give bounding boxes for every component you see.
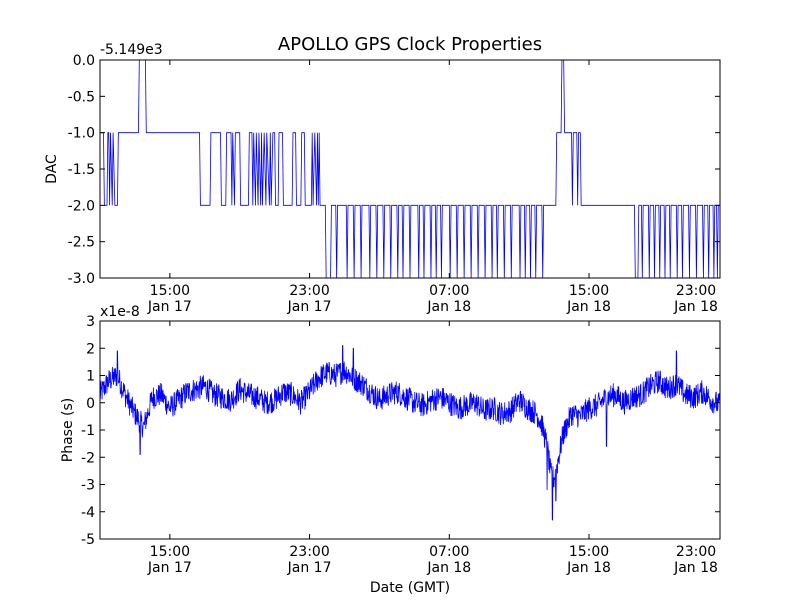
dac-y-label: DAC: [44, 154, 60, 184]
y-tick-label: -1.0: [68, 126, 95, 142]
x-tick-label-time: 23:00: [289, 283, 329, 299]
y-tick-label: -2: [81, 450, 95, 466]
x-tick-label-time: 07:00: [429, 283, 469, 299]
x-tick-label-date: Jan 18: [673, 299, 718, 315]
x-tick-label-date: Jan 17: [287, 299, 332, 315]
y-tick-label: -2.0: [68, 198, 95, 214]
dac-offset-text: -5.149e3: [100, 42, 163, 58]
dac-y-ticks: 0.0 -0.5 -1.0 -1.5 -2.0 -2.5 -3.0: [68, 53, 720, 287]
x-tick-label-date: Jan 17: [147, 560, 192, 576]
y-tick-label: 1: [86, 369, 95, 385]
x-tick-label-time: 15:00: [150, 283, 190, 299]
y-tick-label: -1.5: [68, 162, 95, 178]
x-tick-label-time: 15:00: [569, 544, 609, 560]
x-tick-label-date: Jan 17: [147, 299, 192, 315]
phase-offset-text: x1e-8: [100, 304, 140, 320]
x-tick-label-time: 23:00: [676, 283, 716, 299]
phase-x-label: Date (GMT): [370, 580, 450, 596]
x-tick-label-time: 23:00: [676, 544, 716, 560]
y-tick-label: -0.5: [68, 89, 95, 105]
phase-y-label: Phase (s): [60, 398, 76, 462]
y-tick-label: -5: [81, 532, 95, 548]
y-tick-label: -3: [81, 478, 95, 494]
y-tick-label: -2.5: [68, 235, 95, 251]
x-tick-label-date: Jan 18: [426, 560, 471, 576]
x-tick-label-time: 15:00: [150, 544, 190, 560]
x-tick-label-date: Jan 17: [287, 560, 332, 576]
y-tick-label: -3.0: [68, 271, 95, 287]
x-tick-label-time: 07:00: [429, 544, 469, 560]
y-tick-label: 3: [86, 314, 95, 330]
dac-plot-area: [100, 60, 720, 278]
dac-series-line: [100, 60, 720, 278]
y-tick-label: 2: [86, 341, 95, 357]
y-tick-label: 0: [86, 396, 95, 412]
x-tick-label-date: Jan 18: [673, 560, 718, 576]
y-tick-label: -4: [81, 505, 95, 521]
chart-title: APOLLO GPS Clock Properties: [278, 34, 542, 55]
x-tick-label-date: Jan 18: [426, 299, 471, 315]
x-tick-label-date: Jan 18: [566, 560, 611, 576]
y-tick-label: 0.0: [73, 53, 95, 69]
x-tick-label-time: 23:00: [289, 544, 329, 560]
x-tick-label-time: 15:00: [569, 283, 609, 299]
phase-plot-area: [100, 321, 720, 539]
y-tick-label: -1: [81, 423, 95, 439]
phase-y-ticks: 3 2 1 0 -1 -2 -3 -4 -5: [81, 314, 720, 548]
x-tick-label-date: Jan 18: [566, 299, 611, 315]
phase-series-line: [100, 345, 720, 521]
